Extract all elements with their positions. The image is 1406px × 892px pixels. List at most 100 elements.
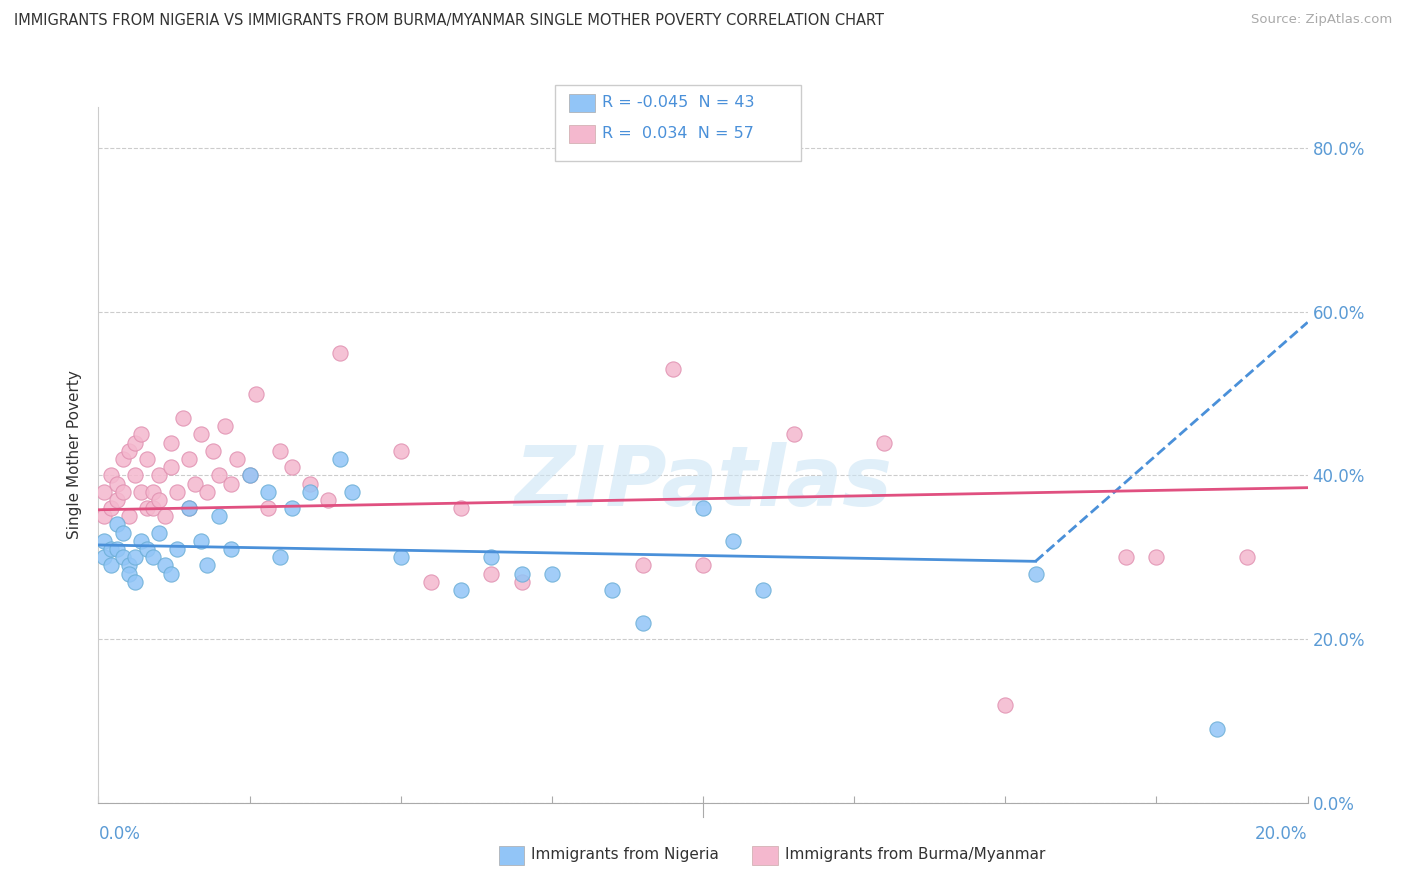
Point	[299, 484, 322, 499]
Point	[195, 558, 218, 573]
Point	[142, 484, 165, 499]
Point	[166, 484, 188, 499]
Point	[124, 550, 146, 565]
Point	[111, 525, 134, 540]
Point	[153, 509, 176, 524]
Point	[631, 558, 654, 573]
Point	[148, 525, 170, 540]
Text: R =  0.034  N = 57: R = 0.034 N = 57	[602, 127, 754, 141]
Point	[105, 517, 128, 532]
Point	[118, 509, 141, 524]
Point	[752, 582, 775, 597]
Point	[148, 492, 170, 507]
Point	[118, 566, 141, 581]
Point	[111, 452, 134, 467]
Point	[1115, 550, 1137, 565]
Point	[631, 615, 654, 630]
Point	[873, 435, 896, 450]
Point	[118, 443, 141, 458]
Point	[540, 566, 562, 581]
Text: ZIPatlas: ZIPatlas	[515, 442, 891, 524]
Point	[299, 476, 322, 491]
Point	[135, 452, 157, 467]
Point	[481, 566, 503, 581]
Point	[166, 542, 188, 557]
Point	[692, 501, 714, 516]
Point	[111, 484, 134, 499]
Point	[281, 501, 304, 516]
Point	[129, 427, 152, 442]
Point	[1236, 550, 1258, 565]
Point	[184, 476, 207, 491]
Point	[221, 542, 243, 557]
Point	[100, 468, 122, 483]
Point	[124, 468, 146, 483]
Point	[1024, 566, 1046, 581]
Text: 0.0%: 0.0%	[98, 825, 141, 843]
Point	[100, 501, 122, 516]
Point	[481, 550, 503, 565]
Point	[179, 501, 201, 516]
Point	[202, 443, 225, 458]
Text: Source: ZipAtlas.com: Source: ZipAtlas.com	[1251, 13, 1392, 27]
Point	[239, 468, 262, 483]
Text: IMMIGRANTS FROM NIGERIA VS IMMIGRANTS FROM BURMA/MYANMAR SINGLE MOTHER POVERTY C: IMMIGRANTS FROM NIGERIA VS IMMIGRANTS FR…	[14, 13, 884, 29]
Point	[93, 550, 115, 565]
Point	[269, 443, 291, 458]
Point	[172, 411, 194, 425]
Point	[153, 558, 176, 573]
Point	[723, 533, 745, 548]
Point	[100, 542, 122, 557]
Point	[602, 582, 624, 597]
Point	[208, 468, 231, 483]
Point	[450, 501, 472, 516]
Point	[179, 501, 201, 516]
Point	[256, 501, 278, 516]
Point	[135, 501, 157, 516]
Point	[245, 386, 267, 401]
Point	[142, 501, 165, 516]
Point	[329, 452, 352, 467]
Point	[93, 509, 115, 524]
Point	[105, 476, 128, 491]
Y-axis label: Single Mother Poverty: Single Mother Poverty	[67, 370, 83, 540]
Point	[148, 468, 170, 483]
Point	[129, 533, 152, 548]
Point	[129, 484, 152, 499]
Point	[510, 574, 533, 589]
Point	[214, 419, 236, 434]
Point	[269, 550, 291, 565]
Point	[124, 435, 146, 450]
Point	[994, 698, 1017, 712]
Point	[1206, 722, 1229, 736]
Text: R = -0.045  N = 43: R = -0.045 N = 43	[602, 95, 754, 110]
Point	[124, 574, 146, 589]
Point	[226, 452, 249, 467]
Point	[179, 452, 201, 467]
Point	[256, 484, 278, 499]
Point	[510, 566, 533, 581]
Point	[221, 476, 243, 491]
Point	[316, 492, 339, 507]
Text: 20.0%: 20.0%	[1256, 825, 1308, 843]
Point	[450, 582, 472, 597]
Point	[329, 345, 352, 359]
Point	[662, 362, 685, 376]
Point	[105, 492, 128, 507]
Point	[135, 542, 157, 557]
Point	[160, 460, 183, 475]
Point	[190, 427, 212, 442]
Point	[208, 509, 231, 524]
Point	[420, 574, 443, 589]
Point	[93, 484, 115, 499]
Point	[389, 550, 412, 565]
Point	[342, 484, 364, 499]
Point	[783, 427, 806, 442]
Point	[160, 566, 183, 581]
Point	[93, 533, 115, 548]
Text: Immigrants from Nigeria: Immigrants from Nigeria	[531, 847, 720, 862]
Point	[195, 484, 218, 499]
Point	[111, 550, 134, 565]
Text: Immigrants from Burma/Myanmar: Immigrants from Burma/Myanmar	[785, 847, 1045, 862]
Point	[160, 435, 183, 450]
